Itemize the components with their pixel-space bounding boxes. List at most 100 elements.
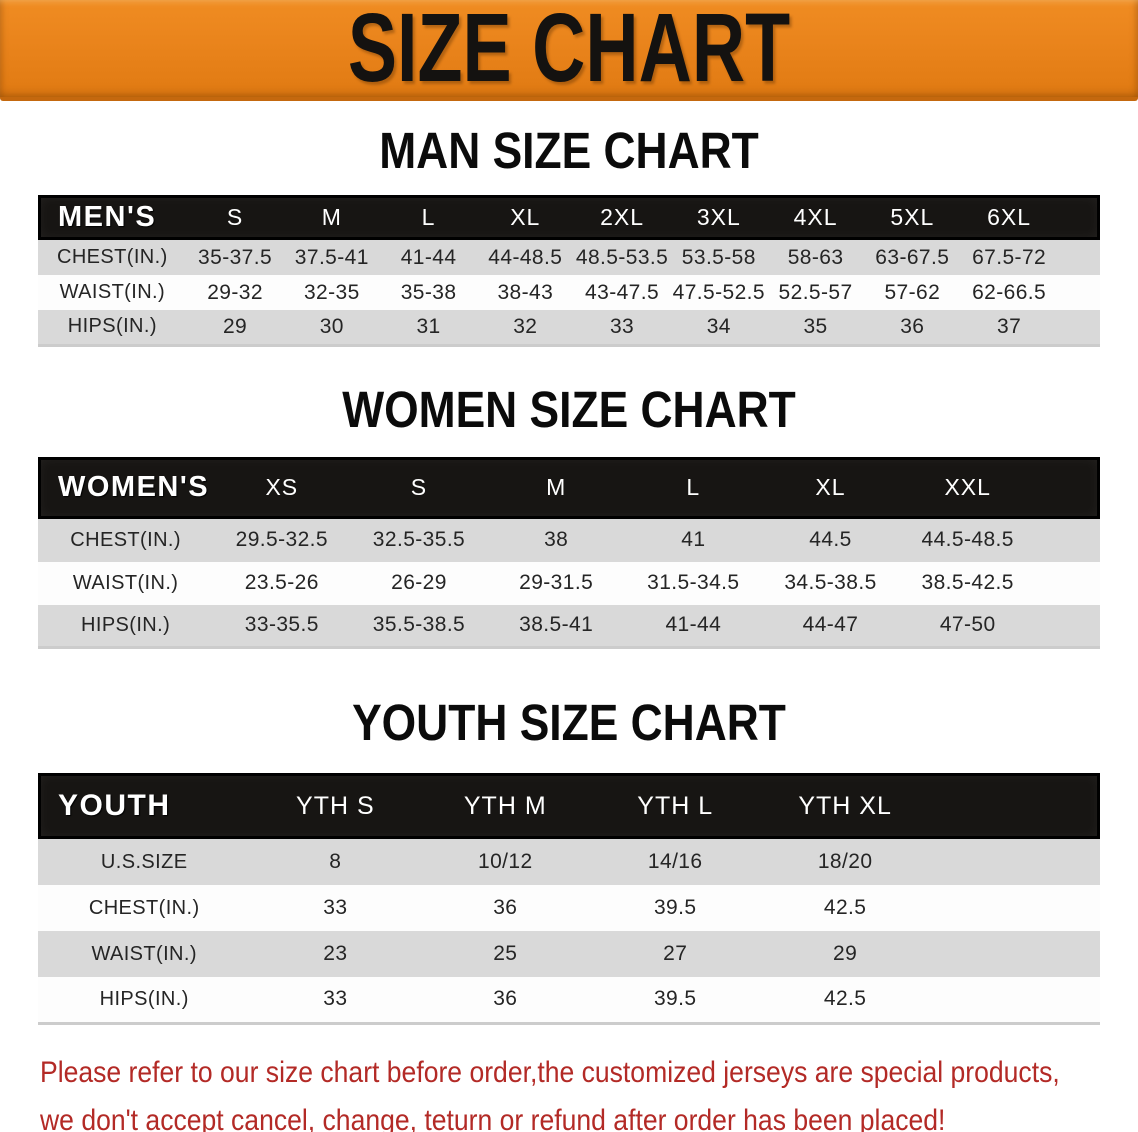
size-value: 47.5-52.5 — [672, 280, 765, 304]
men-size-table: MEN'S S M L XL 2XL 3XL 4XL 5XL 6XL CHEST(IN.) 35-37… — [38, 195, 1100, 347]
size-category-header: YOUTH — [58, 789, 171, 822]
size-column-header: L — [421, 204, 436, 230]
table-row: HIPS(IN.) 33-35.5 35.5-38.5 38.5-41 41-44 44-… — [38, 604, 1100, 648]
size-column-header: M — [546, 474, 567, 500]
row-label: CHEST(IN.) — [57, 246, 168, 268]
row-filler-cell — [1058, 275, 1100, 310]
size-value: 35 — [803, 314, 828, 338]
table-row: WAIST(IN.) 29-32 32-35 35-38 38-43 43-47.5 47.… — [38, 275, 1100, 310]
size-value: 33 — [323, 896, 348, 919]
size-value: 35-38 — [400, 280, 457, 304]
size-value: 47-50 — [939, 613, 996, 637]
row-label: CHEST(IN.) — [70, 528, 181, 551]
size-column-header: XL — [815, 474, 846, 500]
table-row: HIPS(IN.) 29 30 31 32 33 34 35 36 37 — [38, 310, 1100, 345]
table-row: HIPS(IN.) 33 36 39.5 42.5 — [38, 977, 1100, 1023]
size-value: 33-35.5 — [244, 613, 319, 637]
table-row: CHEST(IN.) 29.5-32.5 32.5-35.5 38 41 44.5 44.5… — [38, 518, 1100, 562]
men-section-heading: MAN SIZE CHART — [379, 122, 759, 179]
size-column-header: 4XL — [793, 204, 838, 230]
table-header-row: WOMEN'S XS S M L XL XXL — [38, 456, 1100, 519]
size-column-header: YTH S — [296, 791, 375, 820]
size-value: 10/12 — [477, 850, 533, 873]
size-value: 52.5-57 — [778, 280, 853, 304]
disclaimer: Please refer to our size chart before or… — [40, 1049, 1138, 1132]
size-category-header: WOMEN'S — [58, 471, 210, 503]
men-size-section: MAN SIZE CHART MEN'S S M L XL 2XL 3XL 4XL 5XL 6XL… — [0, 125, 1138, 347]
women-section-heading: WOMEN SIZE CHART — [342, 380, 796, 438]
size-value: 32 — [513, 314, 538, 338]
youth-section-heading: YOUTH SIZE CHART — [352, 694, 786, 751]
size-value: 58-63 — [787, 245, 844, 269]
size-value: 29 — [833, 942, 858, 965]
size-value: 37 — [997, 314, 1022, 338]
size-value: 38-43 — [497, 280, 554, 304]
table-row: CHEST(IN.) 35-37.5 37.5-41 41-44 44-48.5 48.5… — [38, 240, 1100, 275]
size-value: 41-44 — [665, 613, 722, 637]
size-value: 31.5-34.5 — [647, 571, 740, 594]
size-value: 48.5-53.5 — [575, 245, 669, 269]
size-value: 44-48.5 — [488, 245, 563, 269]
size-value: 57-62 — [884, 280, 941, 304]
row-filler-cell — [1058, 310, 1100, 345]
size-column-header: L — [686, 474, 701, 500]
size-category-header: MEN'S — [58, 201, 157, 233]
row-filler-cell — [1036, 562, 1100, 605]
size-value: 18/20 — [817, 850, 873, 873]
size-value: 8 — [329, 850, 342, 873]
size-value: 39.5 — [653, 896, 697, 919]
size-value: 36 — [493, 987, 518, 1011]
youth-size-table: YOUTH YTH S YTH M YTH L YTH XL U.S.SIZE 8 10/12… — [38, 773, 1100, 1025]
row-label: U.S.SIZE — [100, 850, 188, 873]
row-label: HIPS(IN.) — [81, 613, 171, 636]
size-value: 23 — [323, 942, 348, 965]
size-column-header: XL — [510, 204, 541, 230]
size-value: 26-29 — [391, 571, 447, 594]
size-value: 42.5 — [823, 896, 867, 919]
size-column-header: YTH L — [637, 791, 714, 820]
row-filler-cell — [930, 931, 1100, 977]
size-value: 67.5-72 — [972, 245, 1047, 269]
size-column-header: 3XL — [696, 204, 741, 230]
size-value: 34 — [706, 314, 731, 338]
size-value: 41 — [681, 528, 706, 551]
size-value: 32.5-35.5 — [372, 528, 466, 551]
size-value: 29 — [222, 314, 248, 338]
header-filler-cell — [930, 773, 1100, 839]
row-label: HIPS(IN.) — [67, 315, 157, 338]
size-value: 41-44 — [400, 245, 457, 269]
size-value: 63-67.5 — [875, 245, 950, 269]
size-column-header: 5XL — [890, 204, 935, 230]
size-value: 35-37.5 — [198, 245, 273, 269]
row-filler-cell — [1036, 519, 1100, 562]
size-value: 36 — [493, 896, 518, 919]
size-value: 25 — [493, 942, 518, 965]
banner-title: SIZE CHART — [347, 0, 791, 103]
size-value: 33 — [609, 314, 635, 338]
size-value: 32-35 — [303, 280, 360, 304]
row-label: HIPS(IN.) — [99, 987, 189, 1010]
size-value: 30 — [319, 314, 344, 338]
size-column-header: 6XL — [987, 204, 1032, 230]
women-size-section: WOMEN SIZE CHART WOMEN'S XS S M L XL XXL CHEST(… — [0, 380, 1138, 649]
table-header-row: YOUTH YTH S YTH M YTH L YTH XL — [38, 773, 1100, 839]
size-column-header: S — [226, 204, 244, 230]
size-value: 42.5 — [823, 987, 867, 1011]
size-column-header: M — [321, 204, 342, 230]
row-filler-cell — [930, 885, 1100, 931]
size-value: 53.5-58 — [681, 245, 756, 269]
disclaimer-line-2: we don't accept cancel, change, teturn o… — [40, 1103, 946, 1132]
women-size-table: WOMEN'S XS S M L XL XXL CHEST(IN.) 29.5-32.5 32.5… — [38, 456, 1100, 649]
table-header-row: MEN'S S M L XL 2XL 3XL 4XL 5XL 6XL — [38, 195, 1100, 240]
size-value: 44-47 — [802, 613, 859, 637]
row-label: WAIST(IN.) — [59, 281, 166, 303]
size-value: 31 — [416, 314, 441, 338]
size-column-header: YTH M — [463, 791, 547, 820]
size-value: 29-31.5 — [519, 571, 594, 594]
disclaimer-line-1: Please refer to our size chart before or… — [40, 1055, 1060, 1089]
size-value: 44.5-48.5 — [921, 528, 1014, 551]
size-value: 43-47.5 — [585, 280, 660, 304]
table-row: WAIST(IN.) 23 25 27 29 — [38, 931, 1100, 977]
size-value: 39.5 — [653, 987, 697, 1011]
